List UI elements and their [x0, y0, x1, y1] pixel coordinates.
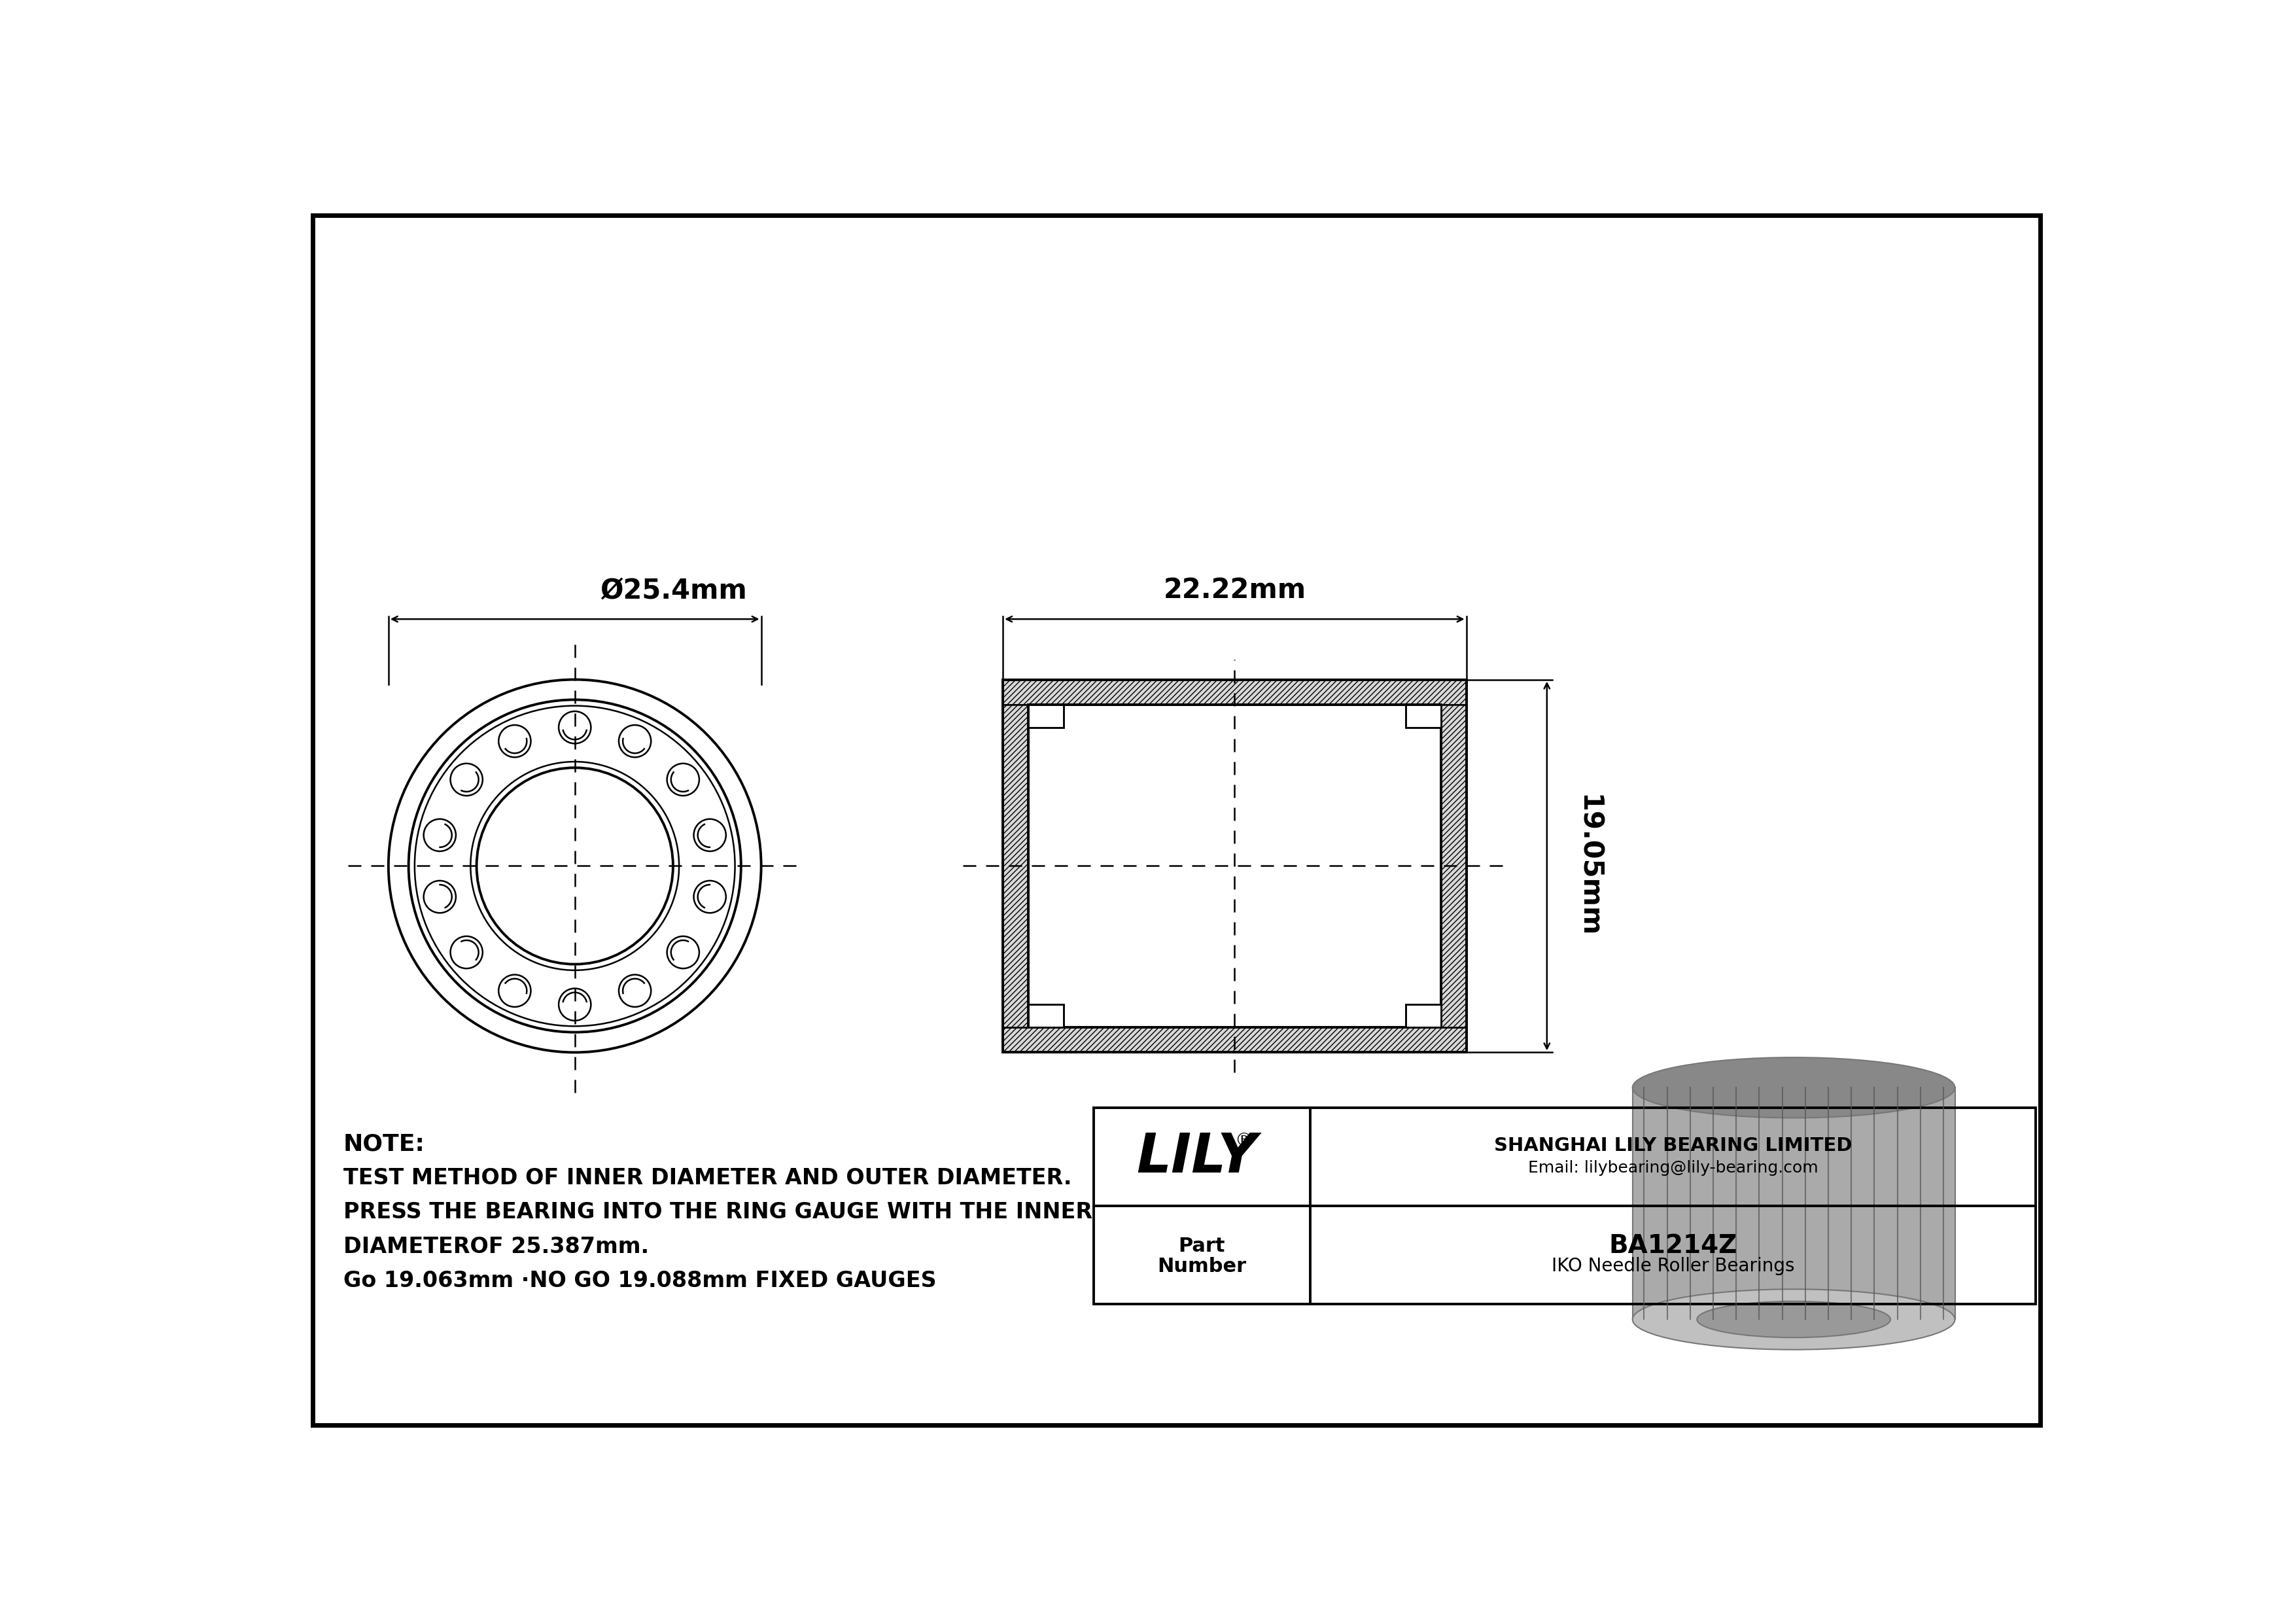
Text: ®: ®: [1235, 1132, 1254, 1150]
Bar: [1003, 1028, 1467, 1052]
Text: 22.22mm: 22.22mm: [1164, 577, 1306, 604]
Bar: [1029, 1005, 1063, 1028]
Text: Go 19.063mm ·NO GO 19.088mm FIXED GAUGES: Go 19.063mm ·NO GO 19.088mm FIXED GAUGES: [342, 1270, 937, 1291]
Bar: [1632, 1088, 1954, 1319]
Bar: [1405, 1005, 1442, 1028]
Text: Number: Number: [1157, 1257, 1247, 1276]
Text: SHANGHAI LILY BEARING LIMITED: SHANGHAI LILY BEARING LIMITED: [1495, 1137, 1853, 1155]
Bar: [1029, 1005, 1063, 1028]
Text: IKO Needle Roller Bearings: IKO Needle Roller Bearings: [1552, 1257, 1795, 1275]
Bar: [1405, 705, 1442, 728]
Bar: [1003, 679, 1467, 1052]
Text: BA1214Z: BA1214Z: [1609, 1234, 1738, 1259]
Bar: [1442, 705, 1467, 1028]
Bar: [1029, 705, 1063, 728]
Ellipse shape: [1632, 1057, 1954, 1117]
Text: 19.05mm: 19.05mm: [1575, 794, 1603, 937]
Text: Ø25.4mm: Ø25.4mm: [599, 577, 746, 604]
Text: NOTE:: NOTE:: [342, 1134, 425, 1155]
Text: Email: lilybearing@lily-bearing.com: Email: lilybearing@lily-bearing.com: [1527, 1160, 1818, 1176]
Ellipse shape: [1697, 1301, 1890, 1338]
Text: Part: Part: [1178, 1236, 1226, 1255]
Ellipse shape: [1632, 1289, 1954, 1350]
Bar: [1029, 705, 1442, 1028]
Text: DIAMETEROF 25.387mm.: DIAMETEROF 25.387mm.: [342, 1236, 650, 1257]
Text: LILY: LILY: [1137, 1130, 1258, 1184]
Bar: [1003, 705, 1029, 1028]
Bar: [1093, 1108, 2037, 1304]
Text: TEST METHOD OF INNER DIAMETER AND OUTER DIAMETER.: TEST METHOD OF INNER DIAMETER AND OUTER …: [342, 1168, 1072, 1189]
Bar: [1029, 705, 1063, 728]
Bar: [1003, 679, 1467, 705]
Bar: [1405, 705, 1442, 728]
Text: PRESS THE BEARING INTO THE RING GAUGE WITH THE INNER: PRESS THE BEARING INTO THE RING GAUGE WI…: [342, 1202, 1093, 1223]
Bar: [1405, 1005, 1442, 1028]
